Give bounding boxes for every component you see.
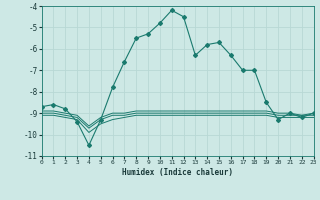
X-axis label: Humidex (Indice chaleur): Humidex (Indice chaleur) bbox=[122, 168, 233, 177]
